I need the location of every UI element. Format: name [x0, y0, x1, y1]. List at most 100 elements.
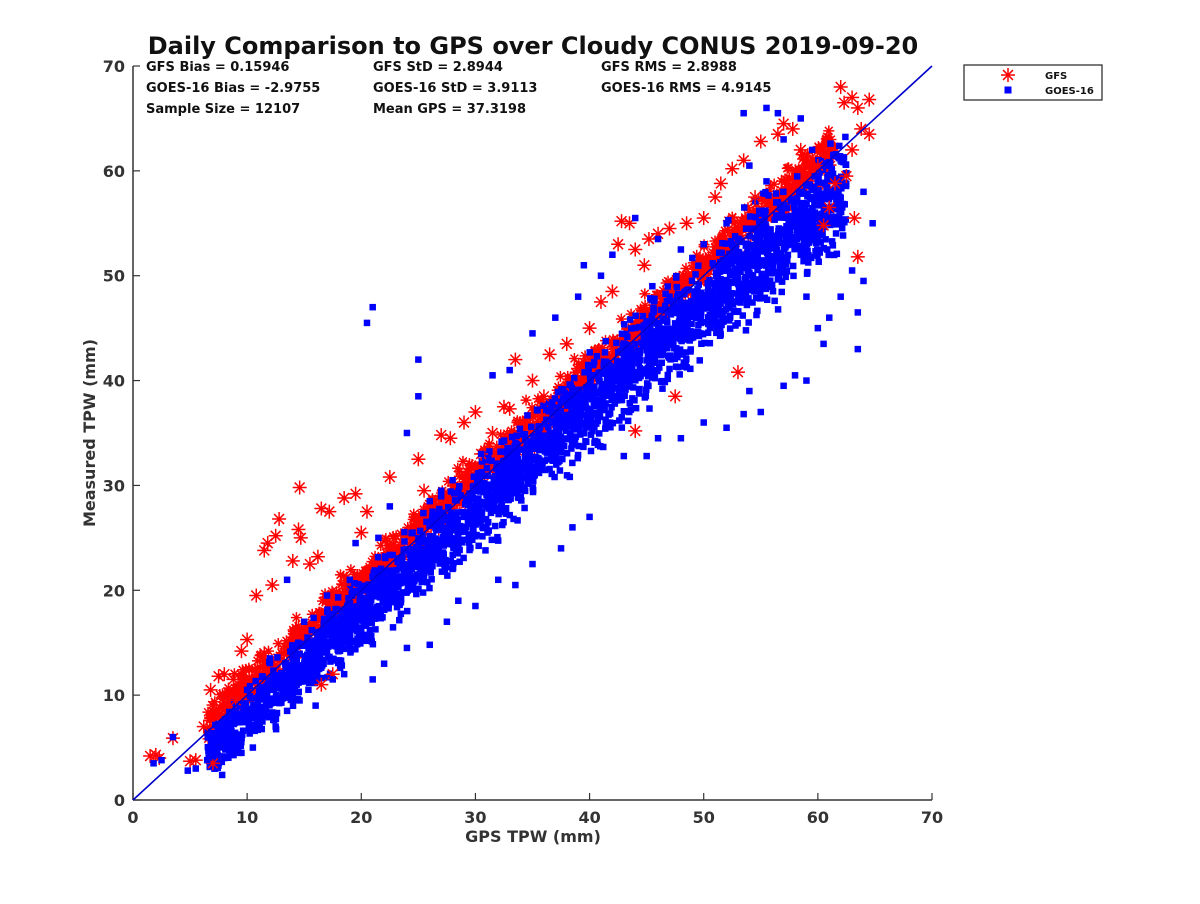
x-axis-label: GPS TPW (mm) [465, 827, 601, 846]
goes-point [553, 422, 560, 429]
gfs-point [862, 93, 876, 107]
gfs-point [205, 712, 216, 723]
goes-point [428, 576, 435, 583]
goes-point [338, 657, 345, 664]
goes-point [632, 325, 639, 332]
goes-point [645, 383, 652, 390]
goes-point [762, 189, 769, 196]
goes-point [549, 401, 556, 408]
goes-point [650, 305, 657, 312]
gfs-point [794, 143, 808, 157]
gfs-point [697, 211, 711, 225]
goes-point [779, 289, 786, 296]
gfs-point [204, 683, 218, 697]
goes-point [381, 660, 388, 667]
goes-point [763, 225, 770, 232]
gfs-point [714, 176, 728, 190]
goes-point [647, 295, 654, 302]
gfs-point [543, 347, 557, 361]
gfs-point [345, 564, 356, 575]
goes-point [237, 734, 244, 741]
x-tick-label: 20 [350, 808, 372, 827]
goes-point [625, 367, 632, 374]
goes-point [534, 407, 541, 414]
goes-point [224, 745, 231, 752]
goes-point [336, 632, 343, 639]
goes-point [717, 333, 724, 340]
goes-point [712, 283, 719, 290]
goes-point [409, 529, 416, 536]
goes-point [396, 617, 403, 624]
goes-point [674, 307, 681, 314]
goes-point [215, 729, 222, 736]
goes-point [438, 487, 445, 494]
goes-point [686, 337, 693, 344]
goes-point [507, 486, 513, 493]
goes-point [252, 678, 259, 685]
goes-point [664, 283, 671, 290]
goes-point [507, 464, 514, 471]
gfs-point [411, 452, 425, 466]
goes-point [413, 544, 420, 551]
goes-point [703, 300, 710, 307]
goes-point [780, 136, 787, 143]
goes-point [215, 739, 222, 746]
goes-point [398, 561, 405, 568]
goes-point [660, 344, 667, 351]
gfs-point [272, 512, 286, 526]
goes-point [826, 189, 833, 196]
goes-point [306, 648, 313, 655]
goes-point [761, 262, 768, 269]
goes-point [495, 577, 502, 584]
goes-point [494, 534, 501, 541]
gfs-point [847, 211, 861, 225]
goes-point [507, 495, 514, 502]
goes-point [798, 217, 805, 224]
goes-point [518, 466, 525, 473]
gfs-point [212, 669, 226, 683]
gfs-point [508, 353, 522, 367]
goes-point [763, 178, 770, 185]
goes-point [842, 134, 849, 141]
goes-point [753, 312, 760, 319]
goes-point [678, 246, 685, 253]
goes-point [394, 604, 401, 611]
goes-point [717, 268, 724, 275]
gfs-point [265, 578, 279, 592]
goes-point [655, 236, 662, 243]
goes-point [829, 238, 836, 245]
goes-point [640, 313, 647, 320]
goes-point [399, 577, 406, 584]
goes-point [558, 545, 565, 552]
goes-point [492, 505, 499, 512]
goes-point [724, 286, 731, 293]
goes-point [619, 397, 626, 404]
goes-point [444, 541, 451, 548]
goes-point [352, 540, 359, 547]
goes-point [466, 547, 473, 554]
goes-point [745, 267, 752, 274]
goes-point [330, 676, 337, 683]
gfs-point [605, 284, 619, 298]
goes-point [485, 527, 492, 534]
goes-point [497, 503, 504, 510]
gfs-point [782, 163, 793, 174]
goes-point [372, 626, 379, 633]
goes-point [414, 571, 421, 578]
goes-point [716, 250, 723, 257]
goes-point [803, 377, 810, 384]
goes-point [735, 267, 742, 274]
goes-point [529, 330, 536, 337]
goes-point [328, 634, 335, 641]
goes-point [548, 435, 555, 442]
goes-point [809, 147, 816, 154]
goes-point [543, 407, 550, 414]
goes-point [332, 657, 339, 664]
goes-point [756, 284, 763, 291]
goes-point [310, 615, 317, 622]
goes-point [655, 435, 662, 442]
goes-point [652, 375, 659, 382]
gfs-point [731, 365, 745, 379]
goes-point [581, 262, 588, 269]
goes-point [773, 243, 780, 250]
